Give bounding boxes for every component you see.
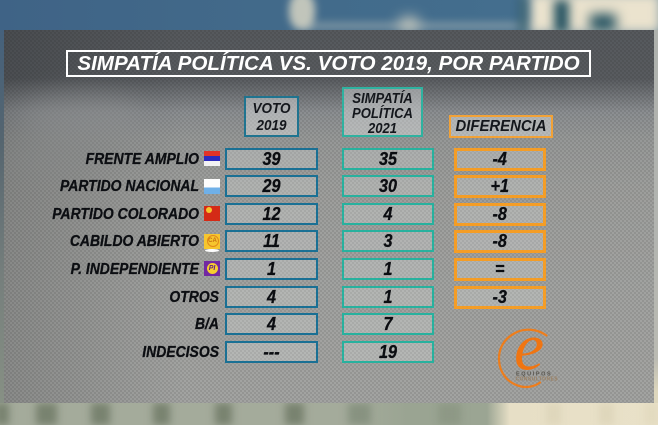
svg-text:EQUIPOS: EQUIPOS [516, 372, 552, 378]
svg-text:CONSULTORES: CONSULTORES [516, 376, 559, 382]
svg-text:e: e [514, 328, 544, 385]
